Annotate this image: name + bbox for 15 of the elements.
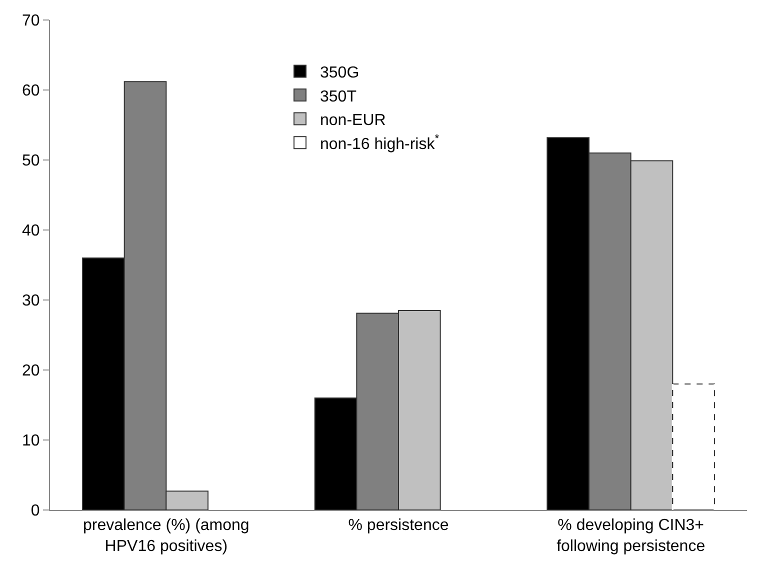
legend-label: non-EUR — [320, 112, 386, 130]
y-tick-label: 0 — [30, 502, 40, 520]
y-tick-label: 30 — [22, 292, 40, 310]
y-tick-label: 20 — [22, 362, 40, 380]
x-tick-label: % developing CIN3+ following persistence — [556, 517, 706, 555]
y-tick-label: 70 — [22, 12, 40, 30]
y-tick-label: 60 — [22, 82, 40, 100]
y-tick-label: 50 — [22, 152, 40, 170]
legend-label: non-16 high-risk$^{*}$ — [320, 133, 440, 153]
x-tick-label: % persistence — [348, 517, 449, 534]
x-tick-label: prevalence (%) (among HPV16 positives) — [83, 517, 250, 555]
y-tick-label: 10 — [22, 432, 40, 450]
y-tick-label: 40 — [22, 222, 40, 240]
legend-label: 350G — [320, 64, 360, 82]
legend-label: 350T — [320, 88, 357, 106]
